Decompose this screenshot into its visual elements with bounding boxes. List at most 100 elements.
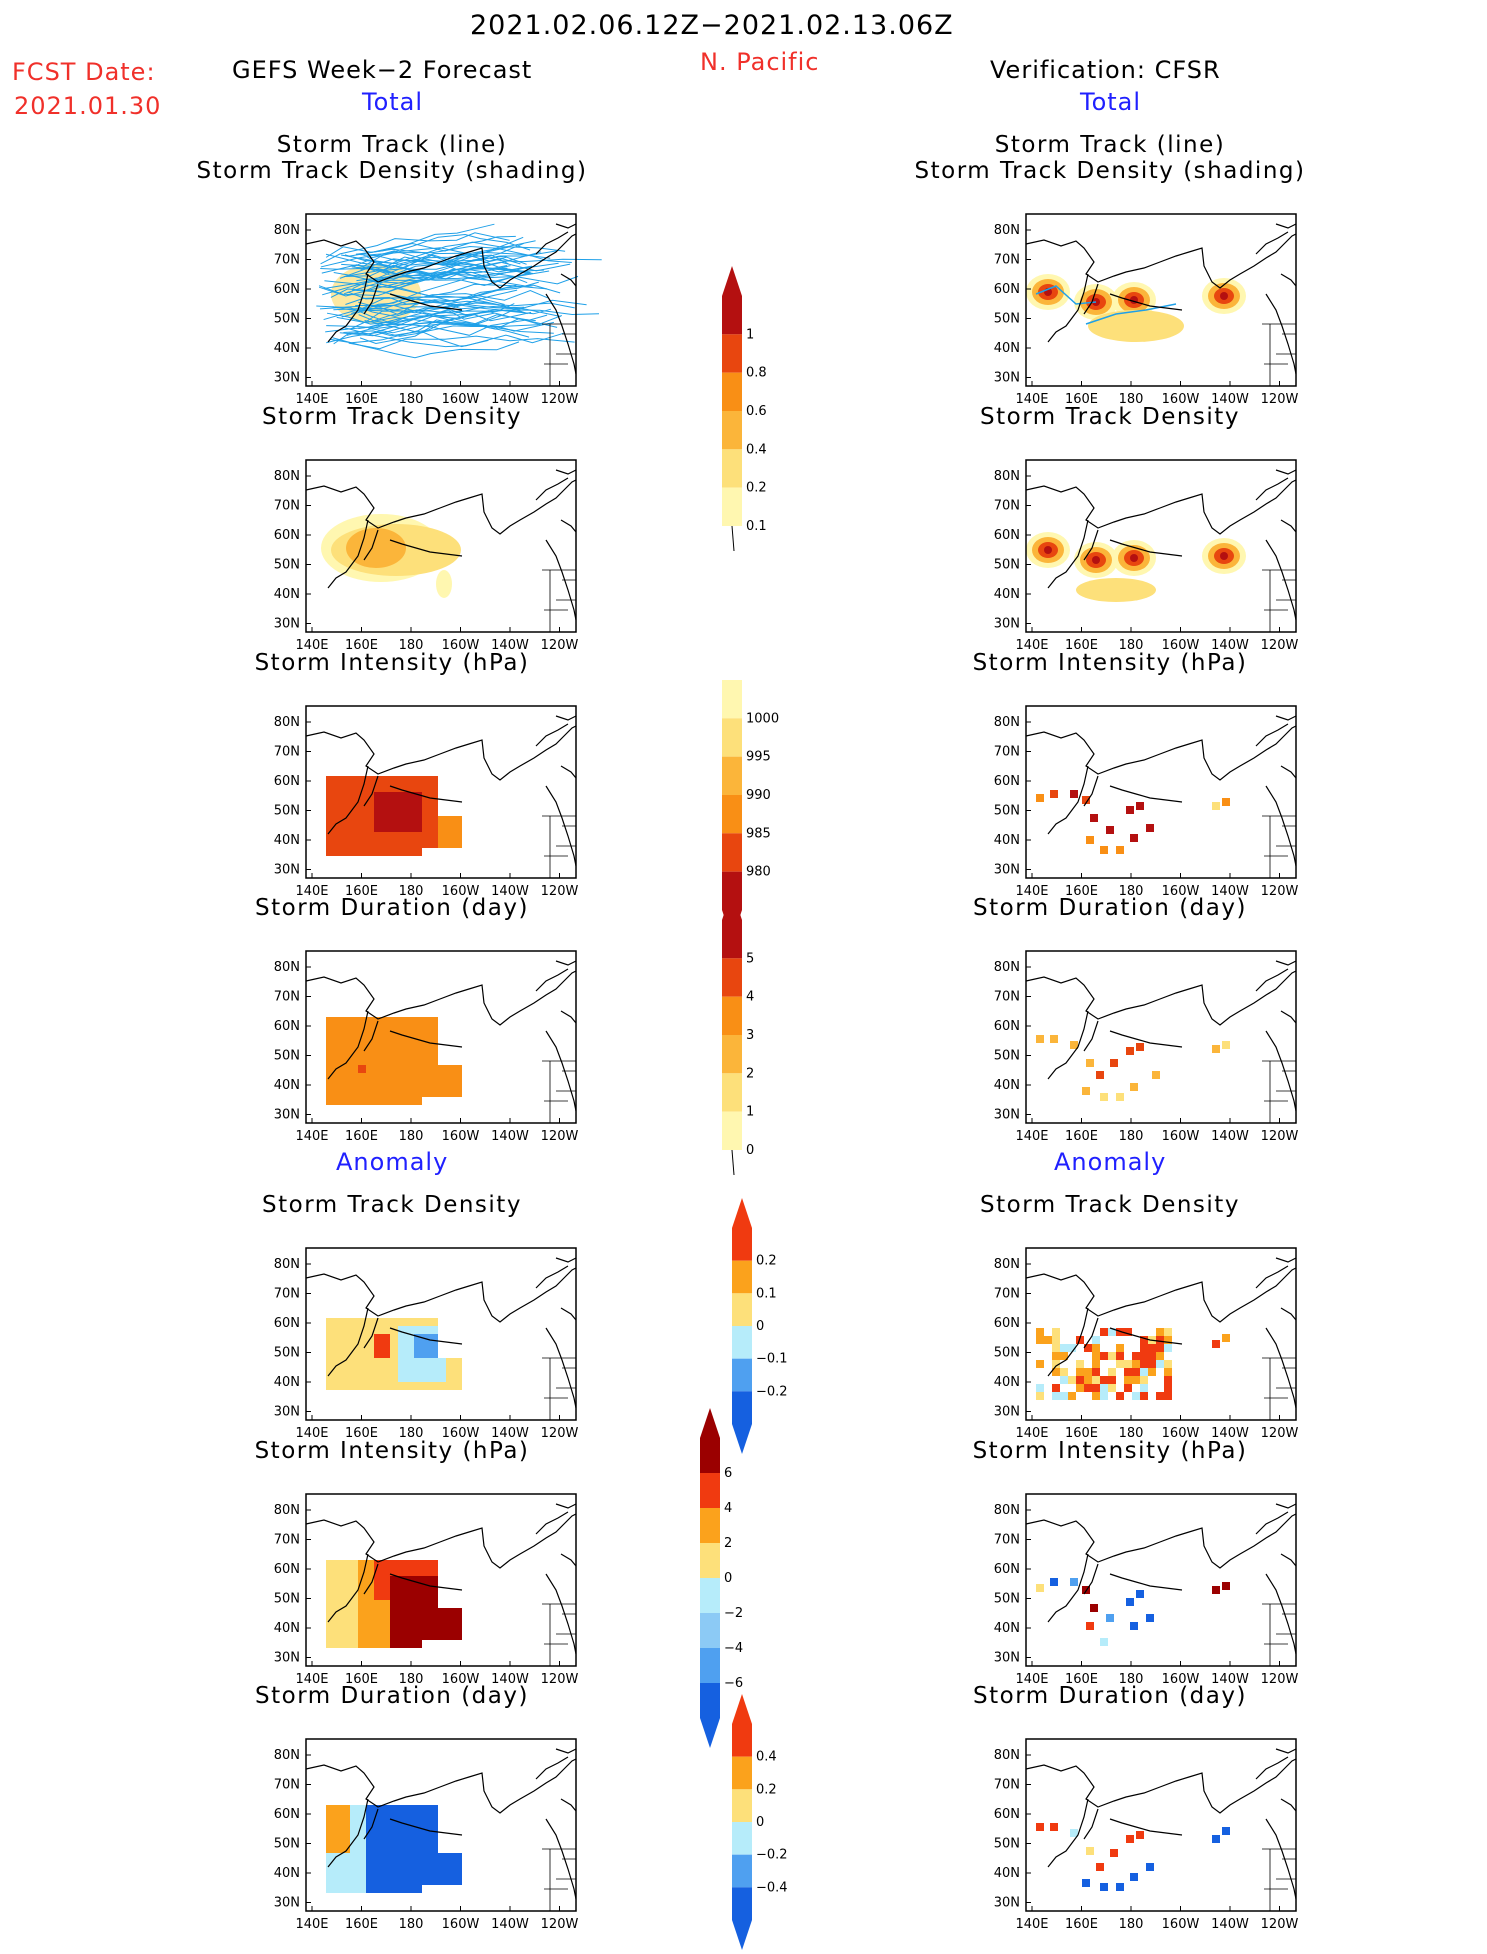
grid-cell <box>398 1568 406 1576</box>
grid-cell <box>382 1382 390 1390</box>
grid-cell <box>1156 1360 1164 1368</box>
colorbar-segment <box>722 372 742 411</box>
grid-cell <box>326 1017 334 1025</box>
colorbar-segment <box>722 958 742 997</box>
grid-cell <box>342 848 350 856</box>
grid-cell <box>326 792 334 800</box>
grid-cell <box>1116 1344 1124 1352</box>
grid-cell <box>390 1097 398 1105</box>
panel-anom-density-left: 80N 70N 60N 50N 40N 30N 140E 160E 180 160W 140W 120… <box>256 1240 586 1446</box>
storm-track-line <box>339 251 542 280</box>
grid-cell <box>398 848 406 856</box>
grid-cell <box>382 1350 390 1358</box>
grid-cell <box>350 1624 358 1632</box>
colorbar-segment <box>722 718 742 757</box>
density-blob <box>346 528 406 568</box>
grid-cell <box>374 1853 382 1861</box>
grid-cell <box>1052 1392 1060 1400</box>
coastline <box>1025 1513 1297 1569</box>
grid-cell <box>350 1584 358 1592</box>
grid-cell <box>350 1616 358 1624</box>
coastline <box>535 715 577 867</box>
grid-cell <box>382 816 390 824</box>
grid-cell <box>374 1616 382 1624</box>
grid-cell <box>390 1033 398 1041</box>
grid-cell <box>334 848 342 856</box>
grid-cell <box>406 1081 414 1089</box>
grid-cell <box>1070 1829 1078 1837</box>
grid-cell <box>382 1073 390 1081</box>
coastline <box>327 1010 379 1080</box>
grid-cell <box>430 1869 438 1877</box>
period-title: 2021.02.06.12Z−2021.02.13.06Z <box>470 10 954 41</box>
grid-cell <box>1164 1368 1172 1376</box>
grid-cell <box>438 1358 446 1366</box>
grid-cell <box>430 1853 438 1861</box>
grid-cell <box>334 1600 342 1608</box>
coastline <box>1109 1327 1183 1345</box>
grid-cell <box>366 784 374 792</box>
lon-tick-label: 160W <box>442 1672 480 1687</box>
grid-cell <box>430 1632 438 1640</box>
grid-cell <box>454 1616 462 1624</box>
grid-cell <box>422 1017 430 1025</box>
grid-cell <box>342 816 350 824</box>
colorbar-arrow <box>732 1198 752 1228</box>
lat-tick-label: 50N <box>274 804 300 819</box>
grid-cell <box>414 1829 422 1837</box>
grid-cell <box>1060 1344 1068 1352</box>
grid-cell <box>422 1025 430 1033</box>
grid-cell <box>390 1342 398 1350</box>
grid-cell <box>398 1869 406 1877</box>
coastline <box>305 970 577 1026</box>
title-anom-density-right: Storm Track Density <box>980 1192 1240 1218</box>
grid-cell <box>1164 1336 1172 1344</box>
colorbar-label: 0.2 <box>756 1254 777 1269</box>
grid-cell <box>342 1845 350 1853</box>
lat-tick-label: 60N <box>274 1019 300 1034</box>
grid-cell <box>334 808 342 816</box>
panel-anom-intensity-left-svg: 80N 70N 60N 50N 40N 30N 140E 160E 180 160W 140W 120… <box>274 1493 578 1687</box>
grid-cell <box>414 1821 422 1829</box>
lat-tick-label: 70N <box>274 499 300 514</box>
colorbar-segment <box>732 1887 752 1920</box>
grid-cell <box>430 1033 438 1041</box>
grid-cell <box>334 1632 342 1640</box>
grid-cell <box>358 1033 366 1041</box>
grid-cell <box>454 816 462 824</box>
grid-cell <box>358 1584 366 1592</box>
grid-cell <box>366 1326 374 1334</box>
lat-tick-label: 50N <box>274 1049 300 1064</box>
lon-tick-label: 140W <box>1211 1426 1249 1441</box>
state-borders <box>1262 815 1296 878</box>
grid-cell <box>334 1805 342 1813</box>
grid-cell <box>446 1877 454 1885</box>
grid-cell <box>398 1358 406 1366</box>
lat-tick-label: 60N <box>274 1807 300 1822</box>
grid-cell <box>1052 1344 1060 1352</box>
coastline <box>327 1798 379 1868</box>
grid-cell <box>326 1318 334 1326</box>
grid-cell <box>382 800 390 808</box>
coastline <box>1025 1758 1297 1814</box>
grid-cell <box>414 1861 422 1869</box>
fcst-date-label: FCST Date: <box>12 58 156 86</box>
lon-tick-label: 160E <box>1065 1672 1098 1687</box>
grid-cell <box>350 832 358 840</box>
map-frame <box>1025 1493 1297 1667</box>
grid-cell <box>334 1592 342 1600</box>
grid-cell <box>422 1350 430 1358</box>
grid-cell <box>1222 1582 1230 1590</box>
coastline <box>1025 1267 1297 1323</box>
grid-cell <box>1124 1360 1132 1368</box>
colorbar-label: −0.2 <box>756 1384 788 1399</box>
grid-cell <box>422 1845 430 1853</box>
grid-cell <box>334 1382 342 1390</box>
panel-track-left: 80N 70N 60N 50N 40N 30N 140E 160E 180 160W 140W 120… <box>256 206 602 412</box>
grid-cell <box>342 808 350 816</box>
grid-cell <box>446 1366 454 1374</box>
grid-cell <box>422 1608 430 1616</box>
grid-cell <box>342 784 350 792</box>
grid-cell <box>430 1350 438 1358</box>
grid-cell <box>382 792 390 800</box>
